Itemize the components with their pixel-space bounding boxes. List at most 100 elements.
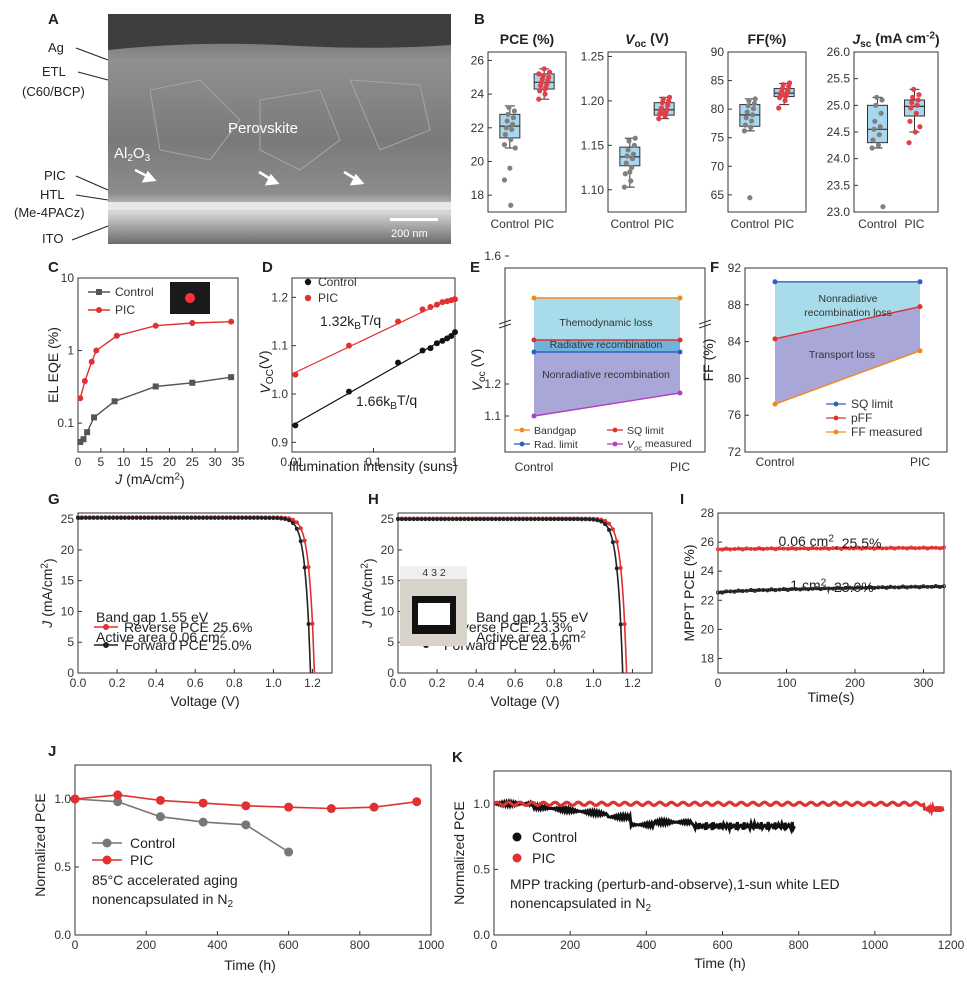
g-point [161,515,166,520]
j-point [198,798,208,808]
c-inset-glow [185,293,195,303]
h-point [399,517,404,522]
box-point [776,105,782,111]
e-point [677,337,683,343]
g-point [107,515,112,520]
box-B-Jsc-ytick-label: 25.0 [827,98,851,112]
box-B-PCE-title: PCE (%) [500,31,554,47]
i-point [937,546,942,551]
box-point [506,104,512,111]
box-point [779,85,785,92]
k-xlabel: Time (h) [694,955,746,971]
d-point [395,318,402,325]
d-point [345,342,352,349]
i-point [748,588,753,593]
e-legend-marker [612,427,618,433]
c-point [113,332,120,339]
e-region-label: Themodynamic loss [559,317,652,329]
box-point [509,126,515,133]
i-point [802,546,807,551]
scalebar [390,218,438,221]
g-point [158,515,163,520]
box-B-Voc-frame [607,51,687,213]
i-point [839,586,844,591]
e-legend-marker [612,441,618,447]
k-xtick-label: 400 [636,938,656,952]
h-point [446,517,451,522]
c-legend-label: PIC [115,303,135,317]
i-point [847,546,852,551]
box-B-Voc-ytick-label: 1.25 [581,49,605,63]
box-B-PCE-ytick-label: 20 [471,154,485,168]
box-point [536,71,542,77]
box-B-Voc-ytick-label: 1.20 [581,94,605,108]
f-point [917,304,923,310]
h-point [497,517,502,522]
g-point [154,515,159,520]
i-point [835,546,840,551]
i-point [810,586,815,591]
e-point [531,413,537,419]
h-ytick-label: 0 [387,666,394,680]
box-B-Voc-title: Voc (V) [625,30,669,50]
g-point [138,515,143,520]
box-point [622,171,628,177]
h-point [595,518,600,523]
h-point [419,517,424,522]
d-point [439,337,446,344]
c-xtick-label: 30 [208,455,222,469]
i-xlabel: Time(s) [808,689,855,705]
e-point [531,349,537,355]
i-point [748,546,753,551]
d-legend-marker [304,294,312,302]
h-point [622,622,627,627]
g-point [279,516,284,521]
box-point [749,118,755,124]
f-ytick-label: 80 [728,371,742,385]
box-B-Jsc-frame [853,51,939,213]
c-point [91,414,97,421]
h-point [567,517,572,522]
i-point [785,546,790,551]
box-point [537,88,543,94]
box-category-label: Control [730,217,769,231]
h-point [407,517,412,522]
i-point [814,586,819,591]
box-point [781,92,787,98]
g-point [224,515,229,520]
box-point [503,125,509,131]
i-point [740,589,745,594]
g-ytick-label: 15 [61,574,75,588]
box-category-label: Control [858,217,897,231]
g-xtick-label: 1.2 [304,676,321,690]
j-frame [74,764,432,936]
f-point [917,348,923,354]
g-point [232,515,237,520]
g-frame [77,512,333,674]
panel-a: A Perovskite Al2O3 200 nm Ag ETL [14,11,451,246]
e-category-label: Control [515,460,554,474]
i-point [789,586,794,591]
c-point [77,438,84,445]
e-legend-marker [519,441,525,447]
box-category-label: PIC [774,217,794,231]
h-xtick-label: 1.2 [624,676,641,690]
h-point [454,517,459,522]
h-point [411,517,416,522]
j-point [326,804,336,814]
i-point [757,546,762,551]
c-legend-marker [96,307,102,313]
g-point [201,515,206,520]
h-point [435,517,440,522]
box-point [909,100,915,106]
box-category-label: PIC [904,217,924,231]
c-xtick-label: 20 [163,455,177,469]
d-xlabel: Illumination intensity (suns) [289,458,458,474]
box-point [875,142,882,148]
i-point [822,586,827,591]
c-point [228,318,235,325]
sem-grain [149,79,431,171]
e-point [531,295,537,301]
f-legend-marker [833,429,839,435]
